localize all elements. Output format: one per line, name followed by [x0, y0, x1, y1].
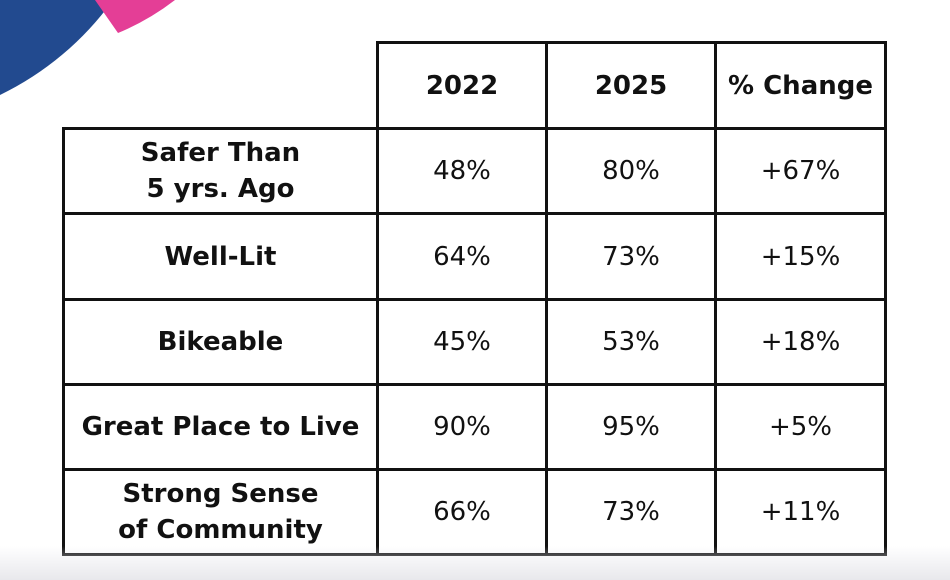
column-header-2022: 2022 — [376, 41, 548, 130]
value-percent-change: +15% — [714, 212, 887, 301]
table-row: Strong Sense of Community 66% 73% +11% — [62, 468, 887, 556]
row-label: Great Place to Live — [62, 383, 379, 471]
row-label-line: of Community — [118, 515, 323, 545]
decorative-circle-graphic — [0, 0, 175, 95]
survey-results-table: 2022 2025 % Change Safer Than 5 yrs. Ago… — [62, 41, 887, 556]
value-2022: 64% — [376, 212, 548, 301]
value-2025: 80% — [545, 127, 717, 215]
column-header-percent-change: % Change — [714, 41, 887, 130]
blue-arc-shape — [0, 0, 113, 95]
row-label: Well-Lit — [62, 212, 379, 301]
header-row: 2022 2025 % Change — [64, 41, 887, 130]
row-label-line: 5 yrs. Ago — [146, 174, 295, 204]
table-row: Great Place to Live 90% 95% +5% — [62, 383, 887, 471]
value-2025: 95% — [545, 383, 717, 471]
row-label: Strong Sense of Community — [62, 468, 379, 556]
row-label: Bikeable — [62, 298, 379, 386]
value-2025: 73% — [545, 212, 717, 301]
value-2025: 73% — [545, 468, 717, 556]
row-label-line: Well-Lit — [164, 241, 277, 272]
value-percent-change: +5% — [714, 383, 887, 471]
column-header-2025: 2025 — [545, 41, 717, 130]
value-2025: 53% — [545, 298, 717, 386]
row-label-line: Strong Sense — [122, 479, 319, 509]
bottom-shadow-band — [0, 546, 950, 580]
value-2022: 66% — [376, 468, 548, 556]
row-label-line: Bikeable — [157, 327, 284, 357]
table-row: Well-Lit 64% 73% +15% — [62, 212, 887, 301]
table-row: Safer Than 5 yrs. Ago 48% 80% +67% — [62, 127, 887, 215]
value-percent-change: +11% — [714, 468, 887, 556]
value-percent-change: +67% — [714, 127, 887, 215]
value-percent-change: +18% — [714, 298, 887, 386]
row-label-line: Great Place to Live — [81, 412, 360, 442]
pink-arc-shape — [95, 0, 175, 33]
value-2022: 90% — [376, 383, 548, 471]
value-2022: 48% — [376, 127, 548, 215]
row-label: Safer Than 5 yrs. Ago — [62, 127, 379, 215]
row-label-line: Safer Than — [140, 138, 301, 168]
empty-corner-cell — [64, 43, 378, 129]
table-row: Bikeable 45% 53% +18% — [62, 298, 887, 386]
value-2022: 45% — [376, 298, 548, 386]
